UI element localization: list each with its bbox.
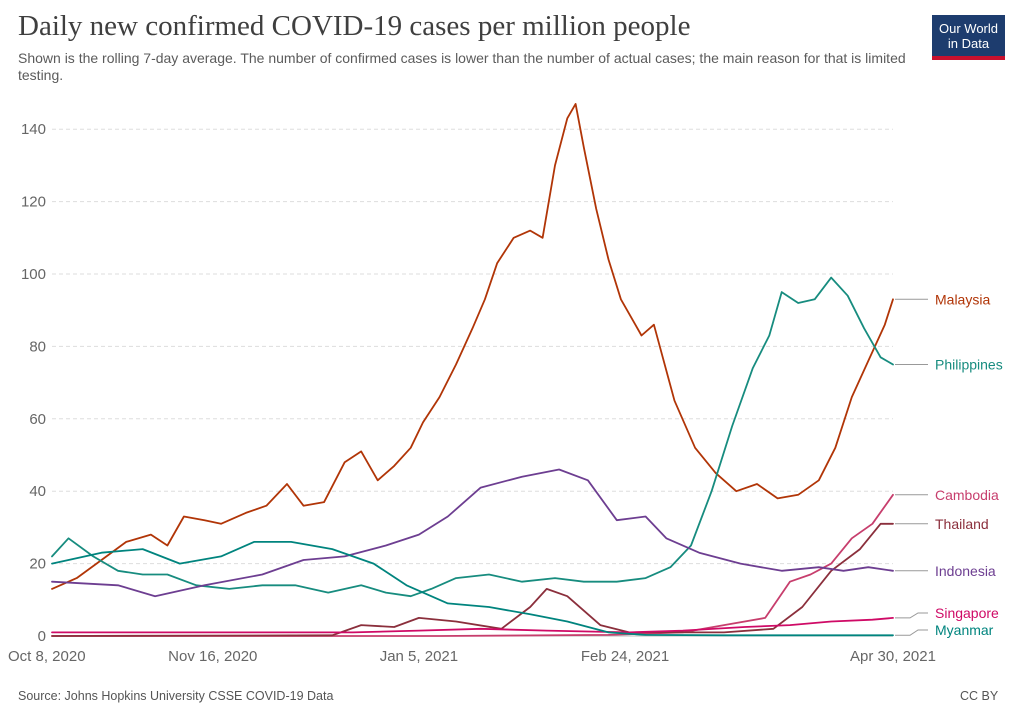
logo-line-1: Our World xyxy=(939,21,998,36)
license-link[interactable]: CC BY xyxy=(960,689,999,703)
series-label-cambodia[interactable]: Cambodia xyxy=(935,487,999,503)
y-tick-label: 0 xyxy=(38,628,46,645)
series-line-indonesia[interactable] xyxy=(51,468,894,598)
series-line-cambodia[interactable] xyxy=(51,493,894,637)
series-line-myanmar[interactable] xyxy=(51,541,894,637)
logo-line-2: in Data xyxy=(947,36,990,51)
series-lines xyxy=(51,103,894,637)
series-line-singapore[interactable] xyxy=(51,617,894,634)
y-tick-label: 100 xyxy=(21,266,46,283)
chart-title: Daily new confirmed COVID-19 cases per m… xyxy=(18,10,691,42)
x-tick-label: Oct 8, 2020 xyxy=(8,648,86,665)
y-tick-label: 80 xyxy=(29,338,46,355)
y-tick-label: 60 xyxy=(29,411,46,428)
y-tick-label: 20 xyxy=(29,556,46,573)
x-tick-label: Apr 30, 2021 xyxy=(850,648,936,665)
series-label-malaysia[interactable]: Malaysia xyxy=(935,291,990,307)
x-tick-label: Feb 24, 2021 xyxy=(581,648,669,665)
x-tick-label: Nov 16, 2020 xyxy=(168,648,257,665)
series-label-singapore[interactable]: Singapore xyxy=(935,605,999,621)
label-connector-singapore xyxy=(895,612,928,619)
series-line-malaysia[interactable] xyxy=(51,103,894,590)
series-label-myanmar[interactable]: Myanmar xyxy=(935,622,994,638)
owid-logo[interactable]: Our World in Data xyxy=(932,15,1005,60)
series-label-philippines[interactable]: Philippines xyxy=(935,357,1003,373)
series-line-thailand[interactable] xyxy=(51,522,894,637)
y-tick-label: 40 xyxy=(29,483,46,500)
chart-subtitle: Shown is the rolling 7-day average. The … xyxy=(18,50,906,83)
series-label-indonesia[interactable]: Indonesia xyxy=(935,563,996,579)
y-axis-ticks: 0 20 40 60 80 100 120 140 xyxy=(21,121,46,645)
label-connector-myanmar xyxy=(895,629,928,636)
y-tick-label: 120 xyxy=(21,194,46,211)
series-line-philippines[interactable] xyxy=(51,276,894,598)
x-tick-label: Jan 5, 2021 xyxy=(380,648,458,665)
grid-lines xyxy=(52,128,893,637)
x-axis-ticks: Oct 8, 2020 Nov 16, 2020 Jan 5, 2021 Feb 24… xyxy=(8,648,936,665)
source-note[interactable]: Source: Johns Hopkins University CSSE CO… xyxy=(18,689,334,703)
series-label-thailand[interactable]: Thailand xyxy=(935,516,989,532)
series-labels: Malaysia Philippines Cambodia Thailand Indon… xyxy=(895,291,1003,638)
y-tick-label: 140 xyxy=(21,121,46,138)
